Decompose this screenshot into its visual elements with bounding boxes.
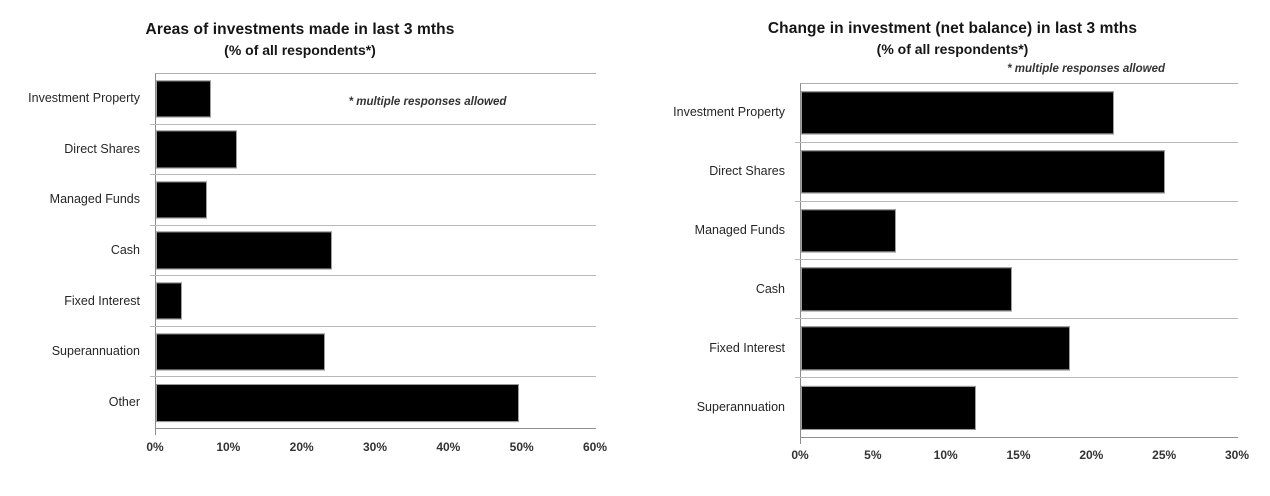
category-label-investment-property: Investment Property xyxy=(28,91,140,106)
x-tick-label: 20% xyxy=(289,440,314,454)
bar-cash xyxy=(156,231,332,270)
chart-row xyxy=(795,84,1238,143)
bar-fixed-interest xyxy=(156,282,182,320)
chart-row xyxy=(795,143,1238,202)
chart-row xyxy=(150,74,596,125)
category-label-superannuation: Superannuation xyxy=(51,344,140,359)
multiple-responses-note: * multiple responses allowed xyxy=(1007,63,1165,75)
x-tick-label: 0% xyxy=(146,440,164,454)
chart-subtitle: (% of all respondents*) xyxy=(224,42,376,58)
investment-change-chart: Change in investment (net balance) in la… xyxy=(635,0,1270,496)
bar-other xyxy=(156,383,519,422)
chart-row xyxy=(150,125,596,176)
category-label-managed-funds: Managed Funds xyxy=(49,192,140,207)
category-label-managed-funds: Managed Funds xyxy=(694,223,785,238)
chart-row xyxy=(150,175,596,226)
gridline-tick xyxy=(150,376,156,378)
gridline-tick xyxy=(150,174,156,176)
bar-direct-shares xyxy=(156,130,237,168)
plot-area xyxy=(150,73,596,435)
x-tick-label: 25% xyxy=(1152,448,1177,462)
x-tick-label: 10% xyxy=(216,440,241,454)
bar-cash xyxy=(801,267,1013,312)
x-tick-label: 5% xyxy=(864,448,882,462)
x-axis: 0% 10% 20% 30% 40% 50% 60% xyxy=(146,440,607,456)
x-tick-label: 10% xyxy=(933,448,958,462)
chart-row xyxy=(795,260,1238,320)
x-tick-label: 20% xyxy=(1079,448,1104,462)
gridline-tick xyxy=(150,275,156,277)
category-label-direct-shares: Direct Shares xyxy=(64,141,140,156)
category-label-fixed-interest: Fixed Interest xyxy=(64,293,140,308)
bar-fixed-interest xyxy=(801,326,1071,370)
bar-managed-funds xyxy=(801,208,896,253)
x-tick-label: 50% xyxy=(509,440,534,454)
bar-managed-funds xyxy=(156,181,208,219)
gridline-tick xyxy=(150,224,156,226)
category-label-cash: Cash xyxy=(110,243,140,257)
plot-area xyxy=(795,83,1238,444)
category-label-other: Other xyxy=(108,394,140,409)
bar-investment-property xyxy=(801,91,1115,135)
gridline-tick xyxy=(150,123,156,125)
bar-direct-shares xyxy=(801,150,1166,194)
x-tick-label: 15% xyxy=(1006,448,1031,462)
chart-row xyxy=(801,378,1238,437)
chart-title: Areas of investments made in last 3 mths xyxy=(145,21,455,38)
gridline-tick xyxy=(795,141,801,143)
x-tick-label: 40% xyxy=(436,440,461,454)
category-label-direct-shares: Direct Shares xyxy=(709,164,785,179)
chart-row xyxy=(150,276,596,327)
chart-title: Change in investment (net balance) in la… xyxy=(767,20,1138,37)
gridline-tick xyxy=(795,200,801,202)
x-tick-label: 60% xyxy=(582,440,608,454)
zero-tick xyxy=(800,437,801,444)
bar-superannuation xyxy=(801,385,976,430)
gridline-tick xyxy=(795,377,801,379)
gridline-tick xyxy=(150,325,156,327)
chart-row xyxy=(795,202,1238,261)
chart-row xyxy=(150,327,596,378)
investment-areas-chart: Areas of investments made in last 3 mths… xyxy=(0,21,607,456)
x-axis: 0% 5% 10% 15% 20% 25% 30% xyxy=(791,448,1249,464)
zero-tick xyxy=(155,428,156,435)
gridline-tick xyxy=(795,259,801,261)
bar-investment-property xyxy=(156,80,211,118)
bar-superannuation xyxy=(156,333,325,371)
multiple-responses-note: * multiple responses allowed xyxy=(348,96,507,108)
x-tick-label: 30% xyxy=(362,440,388,454)
chart-row xyxy=(150,226,596,277)
chart-subtitle: (% of all respondents*) xyxy=(876,41,1029,57)
x-tick-label: 0% xyxy=(791,448,809,462)
category-axis: Investment Property Direct Shares Managed … xyxy=(0,73,147,427)
category-label-superannuation: Superannuation xyxy=(696,399,785,414)
x-tick-label: 30% xyxy=(1224,448,1250,462)
category-label-cash: Cash xyxy=(755,281,785,296)
category-label-fixed-interest: Fixed Interest xyxy=(709,340,785,355)
category-axis: Investment Property Direct Shares Managed … xyxy=(635,83,792,436)
category-label-investment-property: Investment Property xyxy=(673,105,785,120)
gridline-tick xyxy=(795,318,801,320)
chart-row xyxy=(795,319,1238,379)
chart-row xyxy=(156,377,596,428)
